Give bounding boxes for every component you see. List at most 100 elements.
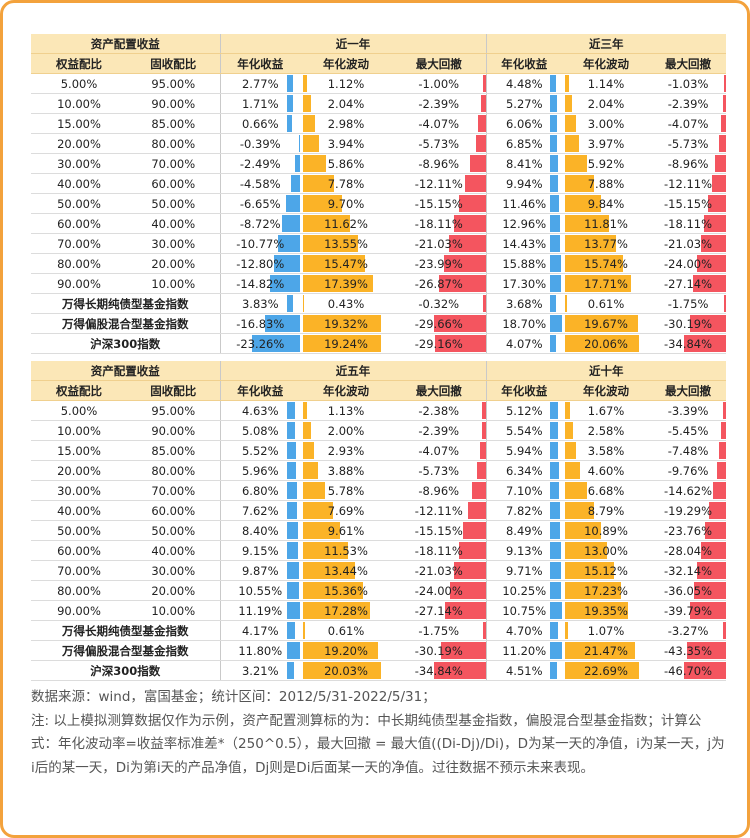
drawdown-cell: -15.15% bbox=[392, 520, 487, 541]
cell-value: -24.00% bbox=[414, 583, 463, 598]
return-bar bbox=[549, 522, 561, 539]
volatility-cell: 0.61% bbox=[562, 293, 651, 314]
allocation-row: 15.00% 85.00% 5.52% 2.93% -4.07% 5.94% 3.58% -7… bbox=[31, 440, 727, 461]
volatility-cell: 19.32% bbox=[300, 313, 392, 334]
drawdown-cell: -2.39% bbox=[392, 420, 487, 441]
volatility-cell: 1.13% bbox=[300, 400, 392, 421]
volatility-bar bbox=[564, 175, 595, 192]
drawdown-bar bbox=[434, 662, 486, 679]
drawdown-cell: -29.16% bbox=[392, 333, 487, 354]
cell-value: 5.78% bbox=[327, 483, 365, 498]
drawdown-bar bbox=[704, 522, 727, 539]
drawdown-cell: -27.14% bbox=[650, 273, 727, 294]
cell-value: -2.49% bbox=[239, 156, 281, 171]
allocation-row: 70.00% 30.00% -10.77% 13.55% -21.03% 14.43% 13… bbox=[31, 233, 727, 254]
return-cell: 3.21% bbox=[219, 660, 300, 681]
volatility-bar bbox=[564, 622, 569, 639]
allocation-row: 70.00% 30.00% 9.87% 13.44% -21.03% 9.71% 15.12… bbox=[31, 560, 727, 581]
return-cell: -0.39% bbox=[219, 133, 300, 154]
cell-value: 17.71% bbox=[584, 276, 628, 291]
cell-value: 13.44% bbox=[324, 563, 368, 578]
drawdown-cell: -5.73% bbox=[392, 460, 487, 481]
cell-value: -4.58% bbox=[239, 176, 281, 191]
equity-ratio: 60.00% bbox=[31, 540, 127, 561]
volatility-cell: 1.14% bbox=[562, 73, 651, 94]
return-cell: 5.54% bbox=[485, 420, 563, 441]
return-bar bbox=[549, 295, 556, 312]
volatility-bar bbox=[302, 235, 358, 252]
drawdown-cell: -34.84% bbox=[650, 333, 727, 354]
drawdown-bar bbox=[723, 95, 727, 112]
cell-value: 7.82% bbox=[505, 503, 543, 518]
drawdown-cell: -3.27% bbox=[650, 620, 727, 641]
volatility-cell: 3.88% bbox=[300, 460, 392, 481]
volatility-cell: 19.24% bbox=[300, 333, 392, 354]
drawdown-cell: -9.76% bbox=[650, 460, 727, 481]
equity-ratio: 15.00% bbox=[31, 440, 127, 461]
cell-value: -21.03% bbox=[414, 236, 463, 251]
volatility-cell: 17.28% bbox=[300, 600, 392, 621]
cell-value: 19.67% bbox=[584, 316, 628, 331]
return-cell: -6.65% bbox=[219, 193, 300, 214]
return-bar bbox=[287, 662, 295, 679]
cell-value: 22.69% bbox=[584, 663, 628, 678]
cell-value: 5.27% bbox=[505, 96, 543, 111]
volatility-bar bbox=[564, 542, 608, 559]
equity-ratio: 10.00% bbox=[31, 93, 127, 114]
return-bar bbox=[273, 255, 300, 272]
cell-value: -18.11% bbox=[664, 216, 713, 231]
volatility-bar bbox=[564, 462, 580, 479]
cell-value: -2.38% bbox=[418, 403, 460, 418]
volatility-bar bbox=[564, 602, 629, 619]
equity-ratio: 30.00% bbox=[31, 153, 127, 174]
cell-value: 21.47% bbox=[584, 643, 628, 658]
volatility-bar bbox=[564, 135, 580, 152]
allocation-row: 5.00% 95.00% 2.77% 1.12% -1.00% 4.48% 1.14% -1.… bbox=[31, 73, 727, 94]
index-name: 万得偏股混合型基金指数 bbox=[31, 313, 220, 334]
allocation-row: 80.00% 20.00% 10.55% 15.36% -24.00% 10.25% 17.… bbox=[31, 580, 727, 601]
return-cell: 8.49% bbox=[485, 520, 563, 541]
cell-value: 3.00% bbox=[587, 116, 625, 131]
return-bar bbox=[549, 602, 562, 619]
drawdown-bar bbox=[693, 275, 727, 292]
drawdown-cell: -1.75% bbox=[392, 620, 487, 641]
equity-ratio: 80.00% bbox=[31, 580, 127, 601]
equity-ratio: 5.00% bbox=[31, 400, 127, 421]
cell-value: 1.71% bbox=[241, 96, 279, 111]
return-bar bbox=[549, 542, 561, 559]
volatility-cell: 15.74% bbox=[562, 253, 651, 274]
return-bar bbox=[299, 135, 300, 152]
drawdown-cell: -30.19% bbox=[650, 313, 727, 334]
volatility-cell: 13.55% bbox=[300, 233, 392, 254]
volatility-bar bbox=[564, 642, 636, 659]
column-header-metric: 年化波动 bbox=[562, 53, 651, 74]
volatility-bar bbox=[564, 522, 601, 539]
volatility-cell: 6.68% bbox=[562, 480, 651, 501]
return-cell: 17.30% bbox=[485, 273, 563, 294]
volatility-bar bbox=[302, 422, 311, 439]
fixed-ratio: 95.00% bbox=[127, 73, 220, 94]
drawdown-cell: -14.62% bbox=[650, 480, 727, 501]
cell-value: 2.77% bbox=[241, 76, 279, 91]
cell-value: 15.12% bbox=[584, 563, 628, 578]
cell-value: 19.24% bbox=[324, 336, 368, 351]
header-row-columns: 权益配比 固收配比 年化收益 年化波动 最大回撤 年化收益 年化波动 最大回撤 bbox=[31, 380, 727, 401]
drawdown-bar bbox=[687, 642, 727, 659]
fixed-ratio: 90.00% bbox=[127, 93, 220, 114]
cell-value: 4.60% bbox=[587, 463, 625, 478]
return-cell: 11.80% bbox=[219, 640, 300, 661]
cell-value: 2.04% bbox=[587, 96, 625, 111]
allocation-row: 40.00% 60.00% 7.62% 7.69% -12.11% 7.82% 8.79% -… bbox=[31, 500, 727, 521]
cell-value: -14.62% bbox=[664, 483, 713, 498]
return-bar bbox=[287, 562, 299, 579]
return-cell: -4.58% bbox=[219, 173, 300, 194]
volatility-bar bbox=[564, 662, 640, 679]
drawdown-bar bbox=[715, 155, 727, 172]
cell-value: 2.98% bbox=[327, 116, 365, 131]
period-label: 近十年 bbox=[485, 361, 727, 381]
volatility-bar bbox=[564, 215, 609, 232]
return-bar bbox=[549, 335, 557, 352]
volatility-cell: 3.94% bbox=[300, 133, 392, 154]
drawdown-cell: -26.87% bbox=[392, 273, 487, 294]
return-cell: 1.71% bbox=[219, 93, 300, 114]
